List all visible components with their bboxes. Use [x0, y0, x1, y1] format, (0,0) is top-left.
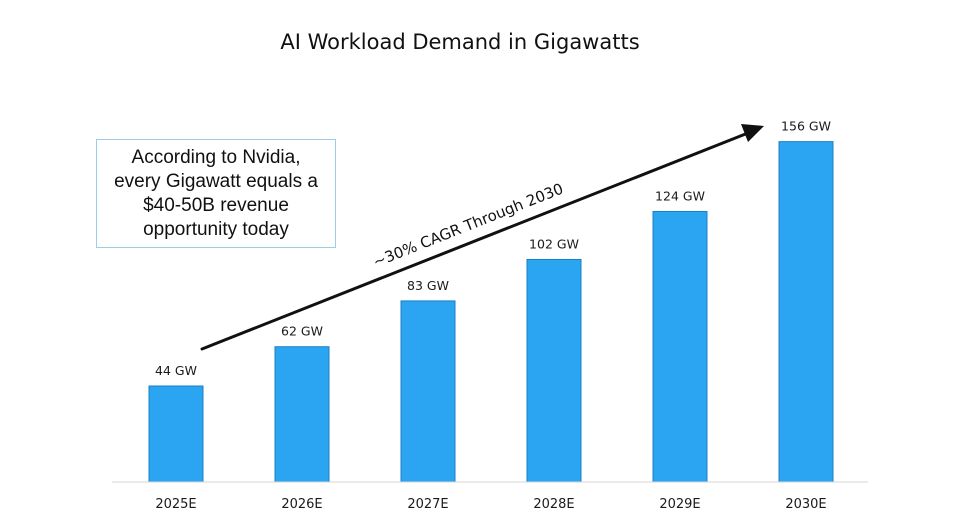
- data-label-2030E: 156 GW: [781, 119, 831, 134]
- x-tick-2029E: 2029E: [659, 497, 700, 512]
- x-tick-2027E: 2027E: [407, 497, 448, 512]
- cagr-arrow-head: [741, 124, 764, 142]
- bar-2028E: [526, 258, 582, 483]
- x-tick-2026E: 2026E: [281, 497, 322, 512]
- data-label-2028E: 102 GW: [529, 236, 579, 251]
- x-tick-2028E: 2028E: [533, 497, 574, 512]
- x-tick-labels: 2025E 2026E 2027E 2028E 2029E 2030E: [155, 497, 826, 512]
- bar-2027E: [400, 300, 456, 483]
- bar-2030E: [778, 141, 834, 483]
- chart-title: AI Workload Demand in Gigawatts: [280, 30, 639, 54]
- data-label-2025E: 44 GW: [155, 363, 197, 378]
- nvidia-callout-text: According to Nvidia, every Gigawatt equa…: [114, 146, 318, 240]
- nvidia-callout: According to Nvidia, every Gigawatt equa…: [96, 139, 336, 248]
- data-labels: 44 GW 62 GW 83 GW 102 GW 124 GW 156 GW: [155, 119, 831, 378]
- x-tick-2025E: 2025E: [155, 497, 196, 512]
- bar-2025E: [148, 385, 204, 483]
- bars: [148, 141, 834, 483]
- bar-2029E: [652, 210, 708, 483]
- data-label-2029E: 124 GW: [655, 188, 705, 203]
- data-label-2027E: 83 GW: [407, 278, 449, 293]
- x-tick-2030E: 2030E: [785, 497, 826, 512]
- cagr-arrow-line: [200, 131, 750, 351]
- cagr-arrow-label: ~30% CAGR Through 2030: [370, 180, 565, 272]
- data-label-2026E: 62 GW: [281, 324, 323, 339]
- bar-2026E: [274, 346, 330, 483]
